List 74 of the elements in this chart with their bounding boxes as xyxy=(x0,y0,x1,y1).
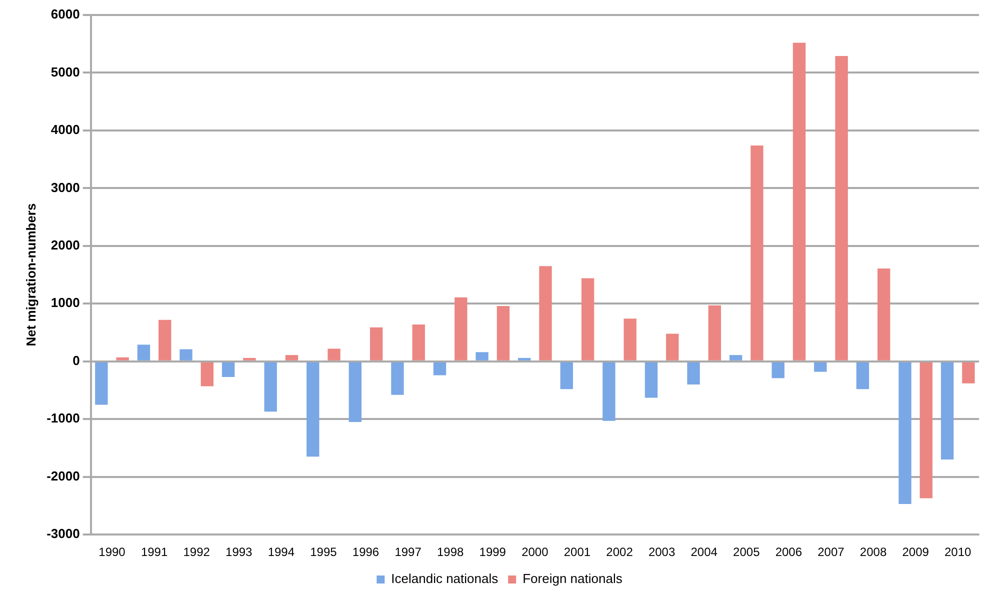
bar xyxy=(116,357,129,360)
y-tick-label: -3000 xyxy=(46,526,80,542)
bar xyxy=(180,349,192,360)
bar xyxy=(496,306,510,360)
bar xyxy=(412,324,425,360)
y-tick-label: 3000 xyxy=(50,180,80,195)
x-tick-label: 1998 xyxy=(436,545,464,560)
x-tick-label: 2002 xyxy=(606,545,634,560)
bar xyxy=(518,358,531,360)
bar xyxy=(666,334,679,360)
bar xyxy=(581,278,594,360)
x-tick-label: 2006 xyxy=(775,545,802,560)
x-tick-label: 2008 xyxy=(860,545,887,560)
bar xyxy=(644,362,658,398)
x-tick-label: 2007 xyxy=(818,545,845,560)
bar xyxy=(602,362,616,421)
x-tick-label: 1994 xyxy=(268,545,295,560)
bar xyxy=(264,362,277,412)
x-tick-label: 1997 xyxy=(394,545,422,560)
bar xyxy=(243,358,256,360)
x-tick-label: 2004 xyxy=(690,545,718,560)
bar xyxy=(454,297,468,360)
x-tick-label: 2010 xyxy=(944,545,972,560)
bar xyxy=(328,348,340,360)
bar xyxy=(708,305,722,360)
x-tick-label: 1990 xyxy=(98,545,126,560)
bar xyxy=(476,352,488,360)
bar xyxy=(433,362,446,376)
bar xyxy=(729,355,742,360)
bar xyxy=(772,362,784,378)
bar xyxy=(750,145,764,360)
bar xyxy=(624,318,636,360)
bar xyxy=(158,320,172,360)
y-tick-label: 4000 xyxy=(50,122,80,138)
bar xyxy=(285,355,298,360)
bar xyxy=(920,362,932,498)
bar xyxy=(370,327,383,360)
bar xyxy=(200,362,214,386)
bar xyxy=(814,362,827,372)
legend-label: Icelandic nationals xyxy=(391,571,499,586)
bar xyxy=(539,266,552,360)
bar xyxy=(222,362,235,377)
y-tick-label: -2000 xyxy=(46,468,80,484)
y-tick-label: 2000 xyxy=(50,238,80,253)
bar xyxy=(306,362,320,457)
x-tick-label: 1995 xyxy=(310,545,338,560)
legend-label: Foreign nationals xyxy=(522,571,623,586)
bar xyxy=(348,362,362,422)
bar xyxy=(137,344,150,360)
bar xyxy=(962,362,975,384)
y-tick-label: -1000 xyxy=(46,410,80,426)
y-tick-label: 6000 xyxy=(50,6,80,22)
x-tick-label: 1996 xyxy=(352,545,380,560)
x-tick-label: 1999 xyxy=(479,545,506,560)
x-tick-label: 1992 xyxy=(183,545,210,560)
bar xyxy=(898,362,912,504)
bar xyxy=(391,362,404,395)
x-tick-label: 2003 xyxy=(648,545,676,560)
x-tick-label: 2001 xyxy=(564,545,591,560)
x-tick-label: 2000 xyxy=(522,545,549,560)
y-tick-label: 5000 xyxy=(50,64,80,80)
bar xyxy=(687,362,700,384)
x-tick-label: 1993 xyxy=(226,545,253,560)
x-tick-label: 2009 xyxy=(902,545,930,560)
x-tick-label: 1991 xyxy=(140,545,168,560)
bar xyxy=(95,362,108,405)
y-tick-label: 1000 xyxy=(50,295,80,310)
bar xyxy=(560,362,573,390)
bar xyxy=(877,268,890,360)
y-tick-label: 0 xyxy=(72,352,80,368)
bar xyxy=(856,362,870,390)
x-tick-label: 2005 xyxy=(733,545,760,560)
bar xyxy=(940,362,954,460)
y-axis-title: Net migration-numbers xyxy=(23,203,38,346)
